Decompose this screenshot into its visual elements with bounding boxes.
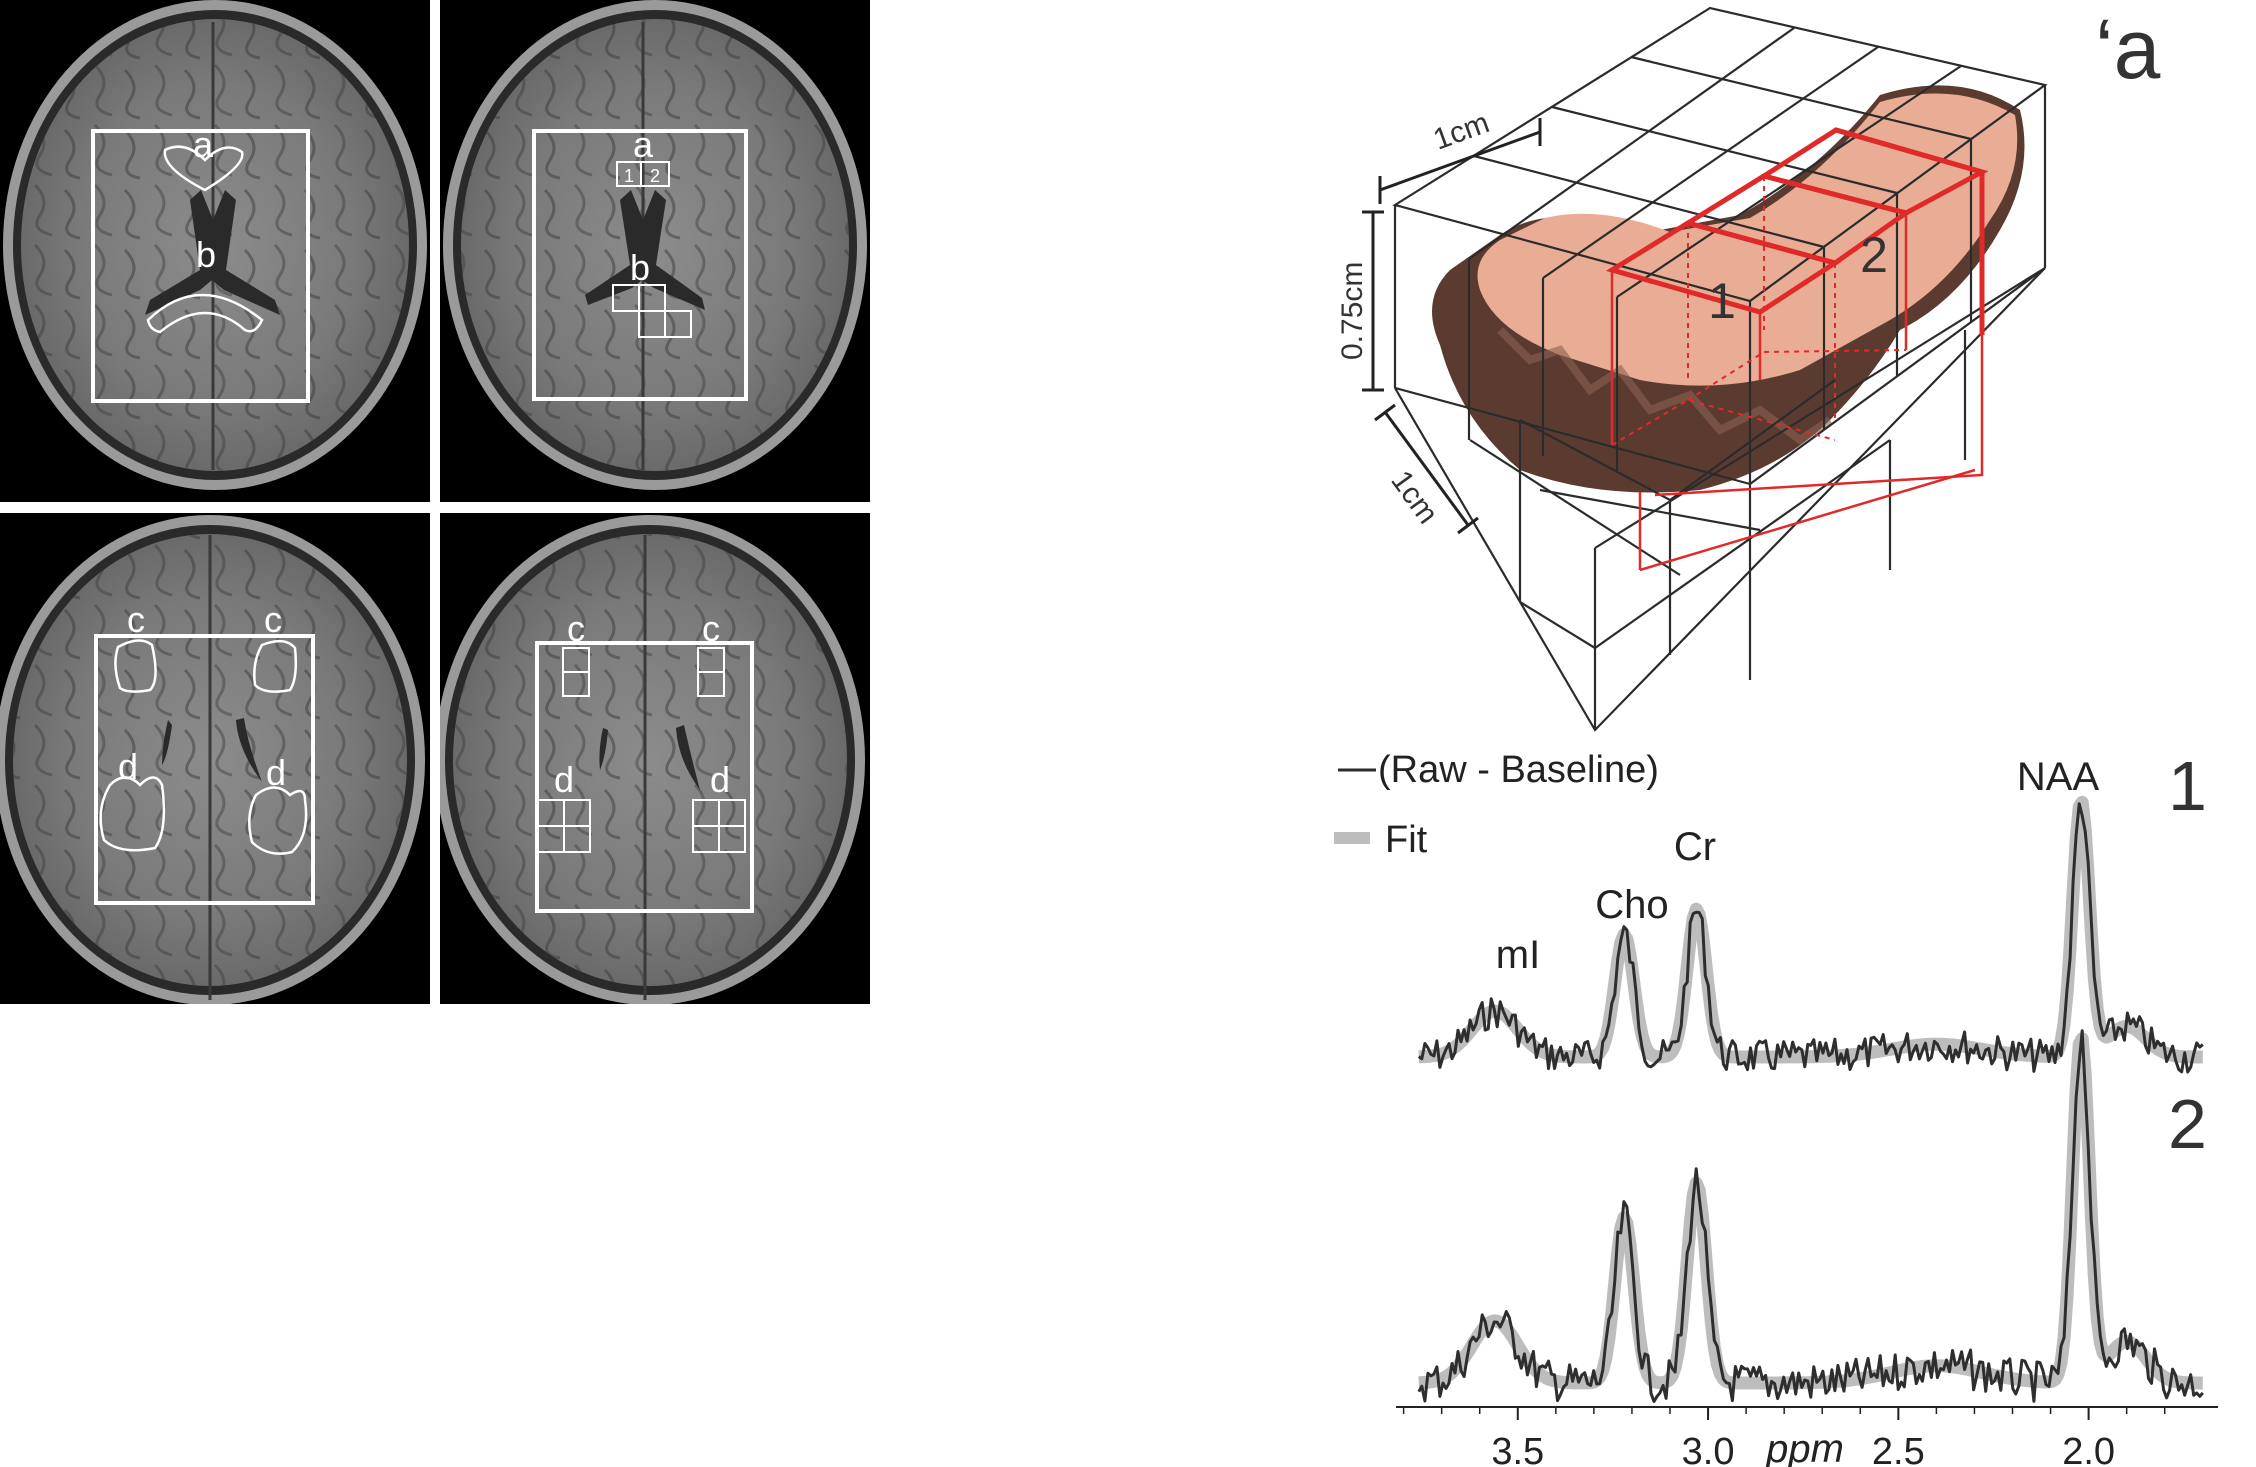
peak-label-cr: Cr xyxy=(1674,825,1716,869)
roi-c-right xyxy=(253,639,298,693)
roi-a-outline xyxy=(163,145,244,192)
voxel-grid xyxy=(1392,6,2048,732)
tissue-texture xyxy=(1497,327,1833,445)
ventricle xyxy=(145,190,280,315)
ventricle-right xyxy=(676,725,700,790)
voxel-d-right xyxy=(718,825,746,853)
roi-box xyxy=(91,129,310,403)
voxel-3d-rendering: 1 2 1cm 0.75cm 1cm ‘a xyxy=(1336,2,2161,732)
voxel-b xyxy=(664,310,692,338)
voxel-c-left xyxy=(562,671,590,697)
dimension-width xyxy=(1378,118,1542,204)
voxel-label-2: 2 xyxy=(650,166,660,186)
voxel-c-right xyxy=(697,671,725,697)
label-b: b xyxy=(630,247,650,288)
voxel-label-1: 1 xyxy=(624,166,634,186)
mri-panel-bottom-left: c c d d xyxy=(0,513,430,1004)
voxel-a-2 xyxy=(640,161,670,187)
peak-label-cho: Cho xyxy=(1595,883,1668,927)
x-tick-label: 2.5 xyxy=(1872,1431,1925,1467)
voxel-d-left xyxy=(563,825,591,853)
mri-panel-bottom-right: c c d d xyxy=(440,513,870,1004)
label-c-right: c xyxy=(702,608,720,649)
roi-box xyxy=(94,634,315,905)
spectrum-panel: (Raw - Baseline) Fit 1 2 mI Cho Cr NAA 3… xyxy=(1334,747,2218,1467)
dimension-depth-label: 1cm xyxy=(1384,465,1444,530)
raw-trace-2 xyxy=(1417,1029,2204,1403)
legend-fit-label: Fit xyxy=(1385,819,1428,861)
mri-panel-top-left: a b xyxy=(0,0,430,502)
x-tick-label: 3.5 xyxy=(1491,1431,1544,1467)
label-b: b xyxy=(196,234,216,275)
label-d-right: d xyxy=(266,752,286,793)
roi-d-right xyxy=(248,786,308,855)
spectrum-traces xyxy=(1415,795,2207,1403)
trace-label-1: 1 xyxy=(2168,747,2207,825)
x-tick-label: 2.0 xyxy=(2062,1431,2115,1467)
dimension-depth xyxy=(1374,403,1479,535)
ventricle xyxy=(585,190,705,310)
label-d-right: d xyxy=(710,759,730,800)
highlighted-voxel-edges xyxy=(1610,213,1984,572)
roi-box xyxy=(532,129,748,401)
dimension-height-label: 0.75cm xyxy=(1336,262,1369,360)
x-axis-label: ppm xyxy=(1765,1427,1844,1467)
voxel-label-1: 1 xyxy=(1708,273,1736,329)
ventricle-left xyxy=(162,720,172,765)
label-d-left: d xyxy=(554,759,574,800)
roi-d-left xyxy=(99,776,166,852)
label-a: a xyxy=(193,124,214,165)
label-d-left: d xyxy=(118,746,138,787)
label-c-left: c xyxy=(127,599,145,640)
dimension-height xyxy=(1362,210,1384,392)
legend-raw-label: (Raw - Baseline) xyxy=(1378,749,1659,791)
voxel-label-2: 2 xyxy=(1860,227,1888,283)
label-a: a xyxy=(633,124,654,165)
peak-label-naa: NAA xyxy=(2017,755,2100,799)
raw-trace-1 xyxy=(1417,802,2204,1074)
ventricle-left xyxy=(599,728,608,770)
roi-c-left xyxy=(114,639,157,693)
panel-label: ‘a xyxy=(2095,2,2161,96)
label-c-left: c xyxy=(567,608,585,649)
highlighted-voxel-dashes xyxy=(1611,176,1907,446)
brain-sulci xyxy=(453,534,847,986)
trace-label-2: 2 xyxy=(2168,1085,2207,1163)
mri-panel-top-right: 1 2 a b xyxy=(440,0,870,502)
label-c-right: c xyxy=(264,599,282,640)
peak-label-mi: mI xyxy=(1496,933,1540,977)
x-tick-label: 3.0 xyxy=(1682,1431,1735,1467)
roi-box xyxy=(535,641,754,913)
roi-b-outline xyxy=(146,293,264,334)
x-axis-ticks: 3.5 3.0 2.5 2.0 xyxy=(1402,1407,2166,1467)
ventricle-right xyxy=(236,718,262,782)
